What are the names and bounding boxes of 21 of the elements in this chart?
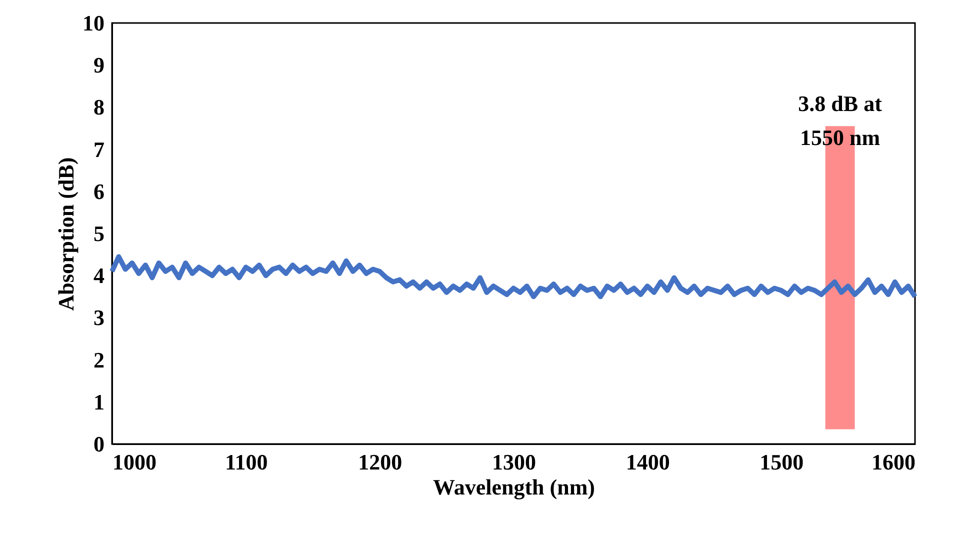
- y-tick-label: 4: [94, 263, 104, 288]
- x-tick-label: 1600: [872, 450, 916, 474]
- y-tick-label: 6: [94, 178, 104, 204]
- y-tick-label: 5: [94, 221, 104, 246]
- y-tick-label: 2: [94, 347, 104, 372]
- y-tick-label: 0: [94, 432, 104, 456]
- x-tick-label: 1100: [224, 450, 268, 474]
- x-tick-label: 1400: [626, 450, 670, 474]
- x-tick-label: 1300: [492, 450, 536, 474]
- annotation: 3.8 dB at 1550 nm: [798, 91, 883, 150]
- x-tick-label: 1200: [358, 450, 402, 474]
- x-axis-title: Wavelength (nm): [433, 474, 595, 500]
- y-axis-title: Absorption (dB): [54, 157, 78, 311]
- x-tick-label: 1000: [112, 450, 156, 474]
- y-tick-label: 1: [94, 389, 104, 414]
- x-tick-label: 1500: [760, 450, 804, 474]
- y-tick-label: 8: [94, 94, 104, 120]
- y-tick-label: 9: [94, 52, 104, 78]
- y-tick-label: 3: [94, 305, 104, 330]
- y-tick-label: 10: [82, 10, 104, 36]
- y-tick-label: 7: [94, 136, 104, 162]
